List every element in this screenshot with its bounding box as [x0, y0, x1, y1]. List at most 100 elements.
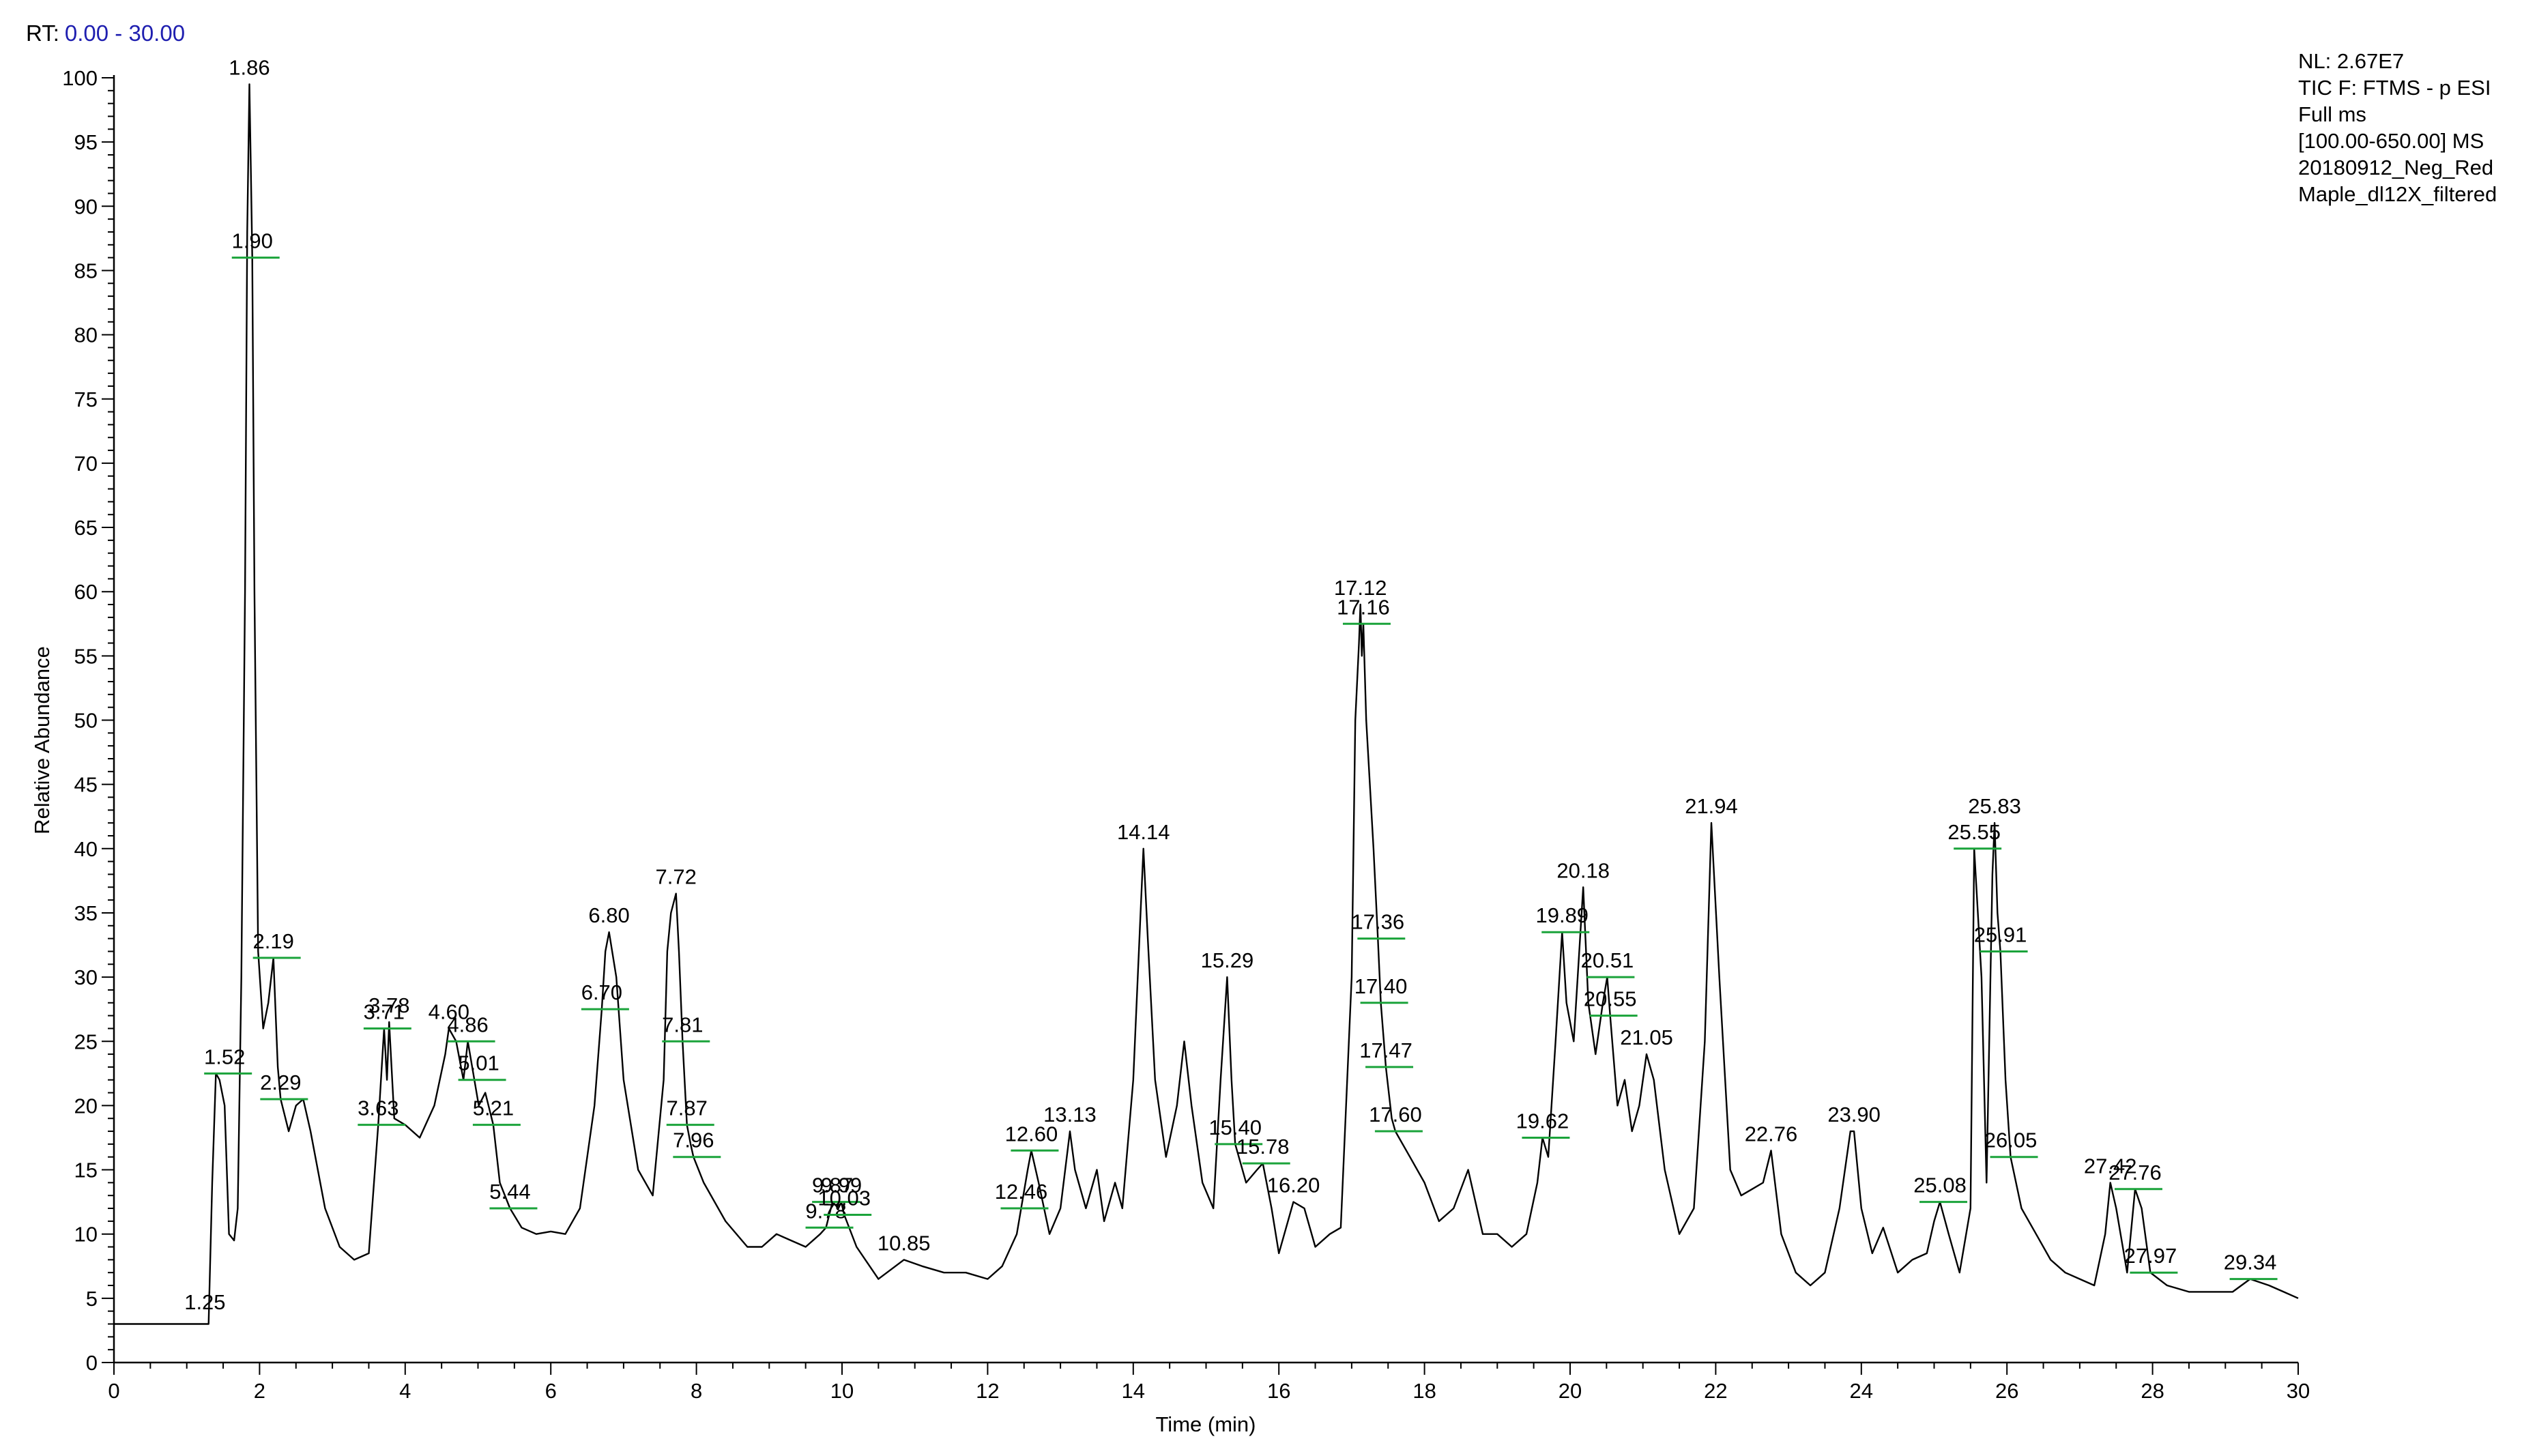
x-tick-label: 8 — [691, 1379, 702, 1403]
x-tick-label: 10 — [830, 1379, 854, 1403]
peak-label: 12.46 — [995, 1180, 1048, 1204]
x-tick-label: 28 — [2141, 1379, 2164, 1403]
peak-label: 15.29 — [1201, 948, 1254, 972]
y-tick-label: 55 — [74, 644, 98, 668]
peak-label: 2.19 — [253, 929, 294, 953]
x-tick-label: 26 — [1995, 1379, 2018, 1403]
x-tick-label: 4 — [399, 1379, 411, 1403]
y-tick-label: 80 — [74, 323, 98, 347]
tic-trace-line — [114, 83, 2299, 1325]
y-tick-label: 95 — [74, 130, 98, 154]
peak-label: 25.08 — [1913, 1174, 1967, 1197]
mass-range: [100.00-650.00] MS — [2298, 129, 2484, 153]
y-tick-label: 50 — [74, 709, 98, 733]
peak-label: 29.34 — [2224, 1251, 2277, 1275]
peak-label: 27.97 — [2124, 1244, 2177, 1268]
peak-label: 19.89 — [1535, 903, 1589, 927]
peak-label: 23.90 — [1827, 1103, 1881, 1126]
x-tick-label: 14 — [1122, 1379, 1145, 1403]
y-tick-label: 0 — [86, 1351, 98, 1375]
y-tick-label: 100 — [62, 66, 98, 90]
peak-label: 17.40 — [1354, 974, 1408, 998]
y-axis-label: Relative Abundance — [30, 646, 54, 834]
peak-label: 21.94 — [1685, 794, 1738, 818]
peak-label: 7.96 — [673, 1129, 714, 1152]
peak-label: 17.47 — [1359, 1038, 1412, 1062]
peak-label: 17.60 — [1369, 1103, 1422, 1126]
peak-label: 3.63 — [358, 1096, 398, 1120]
peak-label: 27.76 — [2108, 1161, 2162, 1184]
peak-label: 20.51 — [1581, 948, 1634, 972]
peak-label: 1.86 — [229, 55, 270, 79]
peak-label: 12.60 — [1005, 1122, 1058, 1146]
peak-label: 20.18 — [1556, 858, 1610, 882]
peak-label: 5.21 — [473, 1096, 514, 1120]
peak-label: 14.14 — [1117, 820, 1170, 844]
peak-label: 17.36 — [1352, 910, 1405, 934]
chart-axes — [113, 75, 2299, 1364]
peak-label: 3.78 — [368, 993, 409, 1017]
x-tick-label: 2 — [254, 1379, 265, 1403]
peak-label: 17.12 — [1334, 576, 1387, 600]
y-tick-label: 35 — [74, 901, 98, 925]
scan-type: Full ms — [2298, 102, 2366, 126]
peak-label: 3.71 — [364, 1000, 405, 1023]
x-axis-label: Time (min) — [1156, 1412, 1256, 1436]
rt-label: RT: — [26, 20, 59, 46]
y-tick-label: 45 — [74, 773, 98, 797]
rt-range-value: 0.00 - 30.00 — [64, 20, 186, 46]
y-tick-label: 20 — [74, 1094, 98, 1118]
x-tick-label: 18 — [1412, 1379, 1436, 1403]
file-name-line-2: Maple_dl12X_filtered — [2298, 182, 2497, 206]
y-tick-label: 25 — [74, 1030, 98, 1053]
peak-label: 1.90 — [232, 229, 273, 253]
x-tick-label: 22 — [1704, 1379, 1727, 1403]
peak-label: 5.01 — [458, 1051, 499, 1075]
y-tick-label: 70 — [74, 452, 98, 476]
peak-label: 17.16 — [1337, 595, 1390, 619]
x-tick-label: 6 — [545, 1379, 557, 1403]
file-name-line-1: 20180912_Neg_Red — [2298, 156, 2494, 179]
y-tick-label: 5 — [86, 1287, 98, 1311]
y-tick-label: 15 — [74, 1159, 98, 1182]
x-tick-label: 20 — [1559, 1379, 1582, 1403]
peak-label: 1.25 — [184, 1290, 225, 1314]
rt-range-header: RT: 0.00 - 30.00 — [26, 20, 185, 46]
peak-label: 13.13 — [1043, 1103, 1097, 1126]
peak-label: 25.83 — [1968, 794, 2021, 818]
y-tick-label: 75 — [74, 388, 98, 411]
peak-labels: 1.25 1.52 1.86 1.90 2.19 2.29 3.63 3.713.78 4.60… — [184, 55, 2278, 1314]
peak-label: 6.80 — [588, 903, 629, 927]
peak-label: 10.85 — [878, 1231, 931, 1255]
peak-label: 19.62 — [1516, 1109, 1569, 1133]
x-tick-label: 16 — [1267, 1379, 1290, 1403]
peak-label: 15.40 — [1208, 1116, 1262, 1139]
peak-label: 10.03 — [817, 1186, 871, 1210]
y-tick-label: 90 — [74, 194, 98, 218]
peak-label: 4.60 — [429, 1000, 469, 1023]
y-tick-label: 10 — [74, 1223, 98, 1247]
peak-label: 7.87 — [667, 1096, 708, 1120]
scan-filter: TIC F: FTMS - p ESI — [2298, 76, 2491, 100]
y-tick-label: 65 — [74, 516, 98, 540]
x-tick-label: 12 — [976, 1379, 999, 1403]
peak-label: 25.55 — [1947, 820, 2001, 844]
y-tick-label: 85 — [74, 259, 98, 282]
peak-label: 22.76 — [1745, 1122, 1798, 1146]
peak-label: 15.78 — [1236, 1135, 1290, 1159]
peak-label: 6.70 — [581, 980, 622, 1004]
peak-label: 7.81 — [662, 1013, 703, 1036]
y-tick-label: 30 — [74, 965, 98, 989]
peak-label: 21.05 — [1620, 1025, 1673, 1049]
peak-label: 16.20 — [1267, 1174, 1320, 1197]
peak-label: 9.99 — [821, 1174, 862, 1197]
peak-label: 27.42 — [2084, 1154, 2137, 1178]
peak-label: 4.86 — [447, 1013, 488, 1036]
scan-info-block: NL: 2.67E7 TIC F: FTMS - p ESI Full ms [… — [2298, 48, 2497, 207]
peak-label: 2.29 — [260, 1071, 301, 1094]
x-tick-label: 30 — [2287, 1379, 2310, 1403]
peak-label: 26.05 — [1984, 1129, 2038, 1152]
x-tick-label: 24 — [1850, 1379, 1873, 1403]
normalization-level: NL: 2.67E7 — [2298, 49, 2405, 73]
